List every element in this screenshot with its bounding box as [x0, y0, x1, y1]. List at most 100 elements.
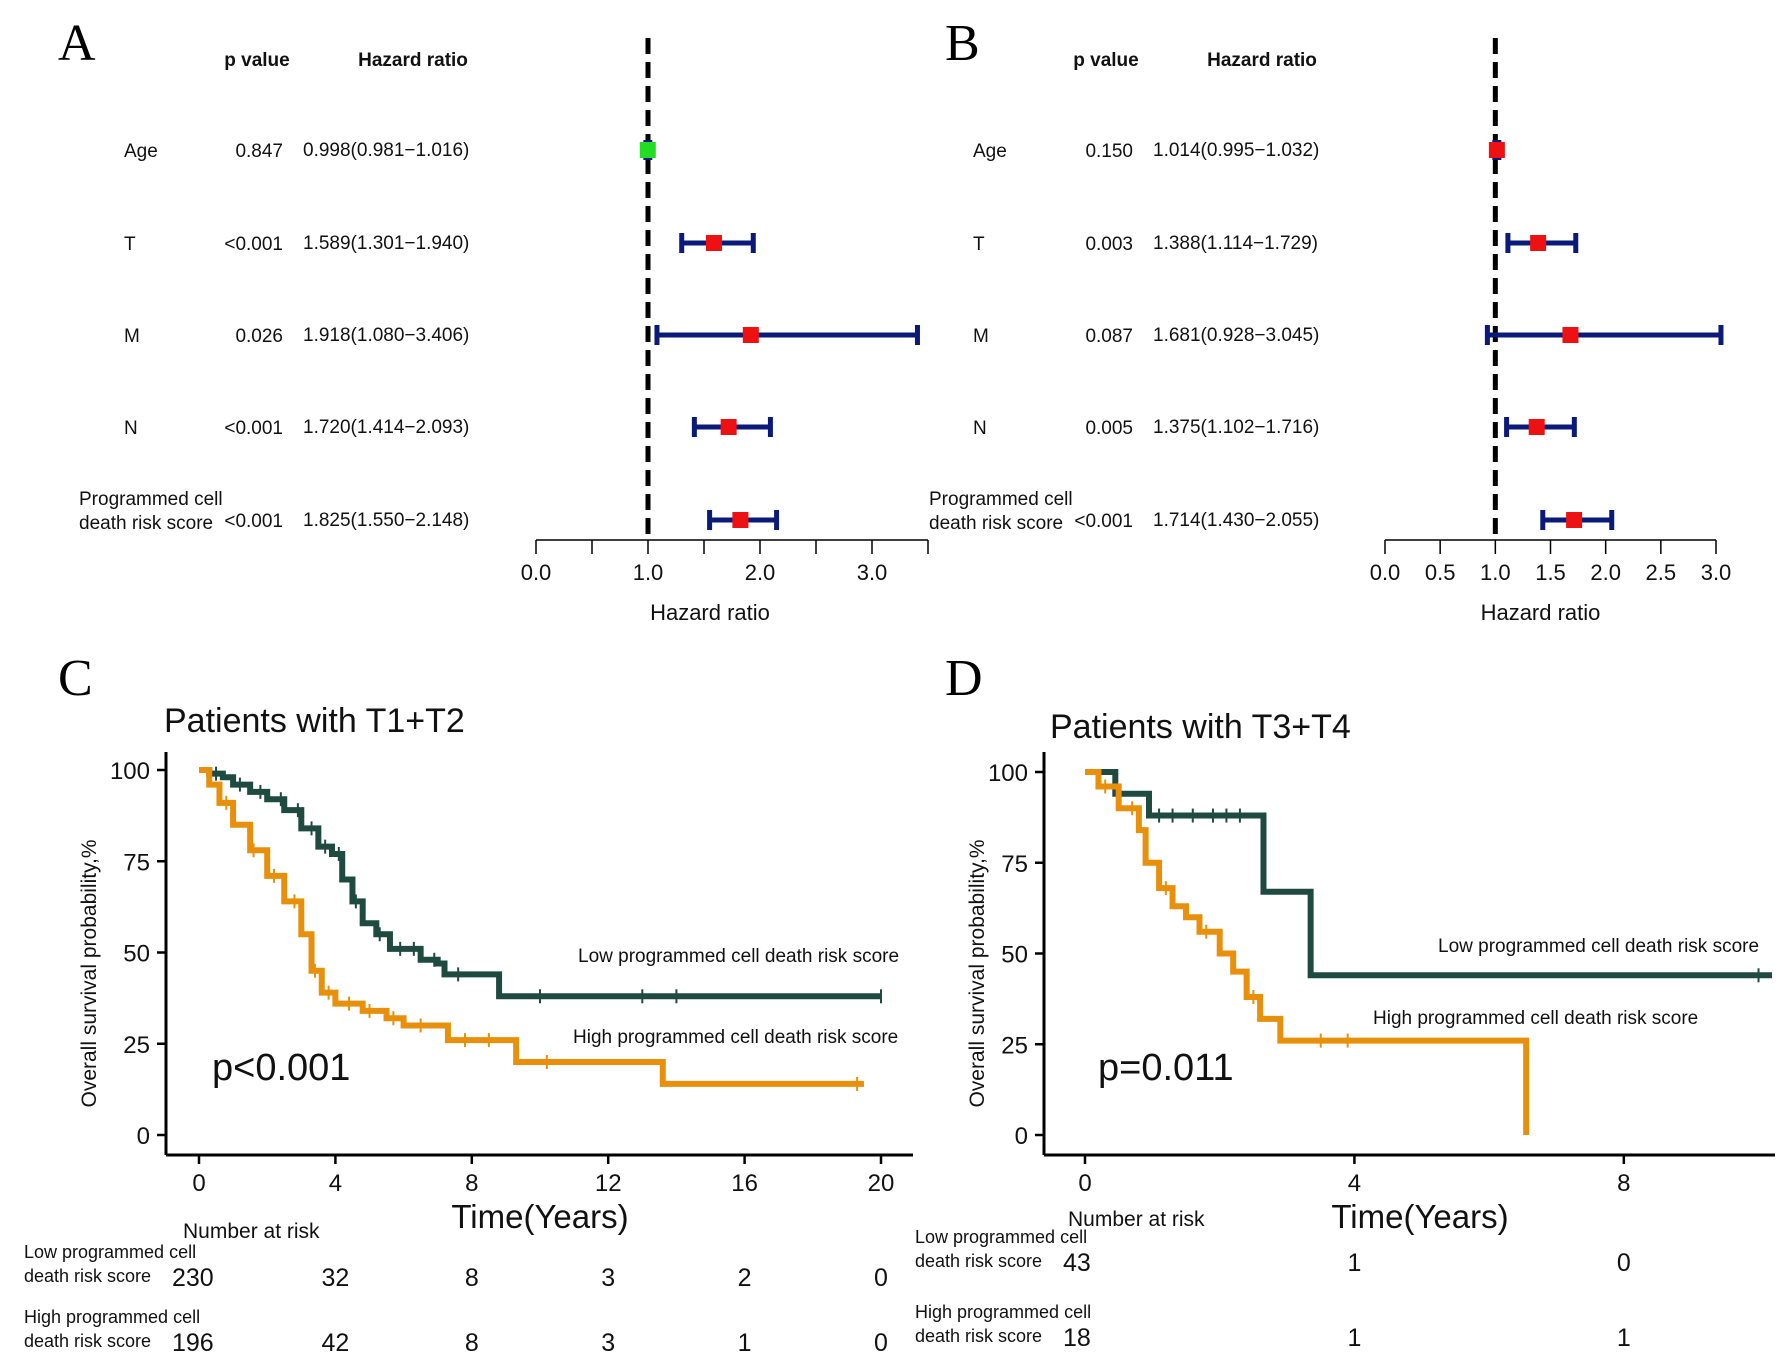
y-axis-label: Overall survival probability,% [78, 839, 101, 1107]
legend-low-risk: Low programmed cell death risk score [578, 946, 899, 967]
plot-title: Patients with T3+T4 [1050, 708, 1351, 746]
x-tick-label: 0 [192, 1170, 205, 1197]
survival-curve [1085, 769, 1530, 1135]
hr-point [705, 235, 722, 251]
forest-plot-a: p value Hazard ratio Age 0.847 0.998(0.981−1… [79, 38, 929, 625]
risk-count: 230 [172, 1264, 214, 1292]
row-label: death risk score [929, 513, 1063, 534]
x-tick-label: 4 [1348, 1170, 1361, 1197]
risk-group-label: death risk score [24, 1331, 151, 1351]
risk-group-label: Low programmed cell [24, 1242, 196, 1262]
x-tick-label: 8 [465, 1170, 478, 1197]
hr-point [1562, 327, 1579, 343]
y-tick-label: 0 [137, 1123, 150, 1150]
x-tick-label: 4 [329, 1170, 342, 1197]
risk-table-heading: Number at risk [1068, 1208, 1205, 1231]
row-label: Programmed cell [929, 489, 1073, 510]
risk-count: 2 [738, 1264, 752, 1292]
risk-count: 0 [1617, 1249, 1631, 1277]
x-axis-label: Time(Years) [1331, 1198, 1508, 1235]
row-hazard-ratio: 1.589(1.301−1.940) [303, 233, 469, 254]
risk-group-label: death risk score [915, 1326, 1042, 1346]
x-tick-label: 2.0 [745, 560, 776, 585]
row-hazard-ratio: 1.681(0.928−3.045) [1153, 325, 1319, 346]
risk-count: 1 [1617, 1324, 1631, 1352]
row-p-value: <0.001 [1074, 511, 1133, 532]
risk-count: 8 [465, 1329, 479, 1357]
row-hazard-ratio: 1.714(1.430−2.055) [1153, 510, 1319, 531]
panel-letter-a: A [58, 15, 96, 72]
row-label: M [124, 326, 140, 347]
legend-low-risk: Low programmed cell death risk score [1438, 936, 1759, 957]
risk-count: 0 [874, 1264, 888, 1292]
row-label: N [124, 418, 138, 439]
x-tick-label: 2.0 [1590, 560, 1621, 585]
row-p-value: 0.026 [235, 326, 283, 347]
y-tick-label: 75 [1001, 851, 1028, 878]
survival-curve [1085, 769, 1772, 979]
y-tick-label: 25 [123, 1032, 150, 1059]
row-hazard-ratio: 0.998(0.981−1.016) [303, 140, 469, 161]
risk-count: 0 [874, 1329, 888, 1357]
header-hazard-ratio: Hazard ratio [358, 50, 468, 71]
survival-curve [199, 767, 864, 1087]
x-tick-label: 12 [595, 1170, 622, 1197]
y-tick-label: 50 [123, 941, 150, 968]
row-label: Programmed cell [79, 489, 223, 510]
risk-group-label: Low programmed cell [915, 1227, 1087, 1247]
risk-count: 8 [465, 1264, 479, 1292]
risk-count: 1 [1347, 1249, 1361, 1277]
row-p-value: 0.847 [235, 141, 283, 162]
x-tick-label: 3.0 [1701, 560, 1732, 585]
risk-count: 1 [1347, 1324, 1361, 1352]
x-tick-label: 1.0 [1480, 560, 1511, 585]
hr-point [1566, 512, 1583, 528]
x-tick-label: 16 [731, 1170, 758, 1197]
risk-group-label: death risk score [915, 1251, 1042, 1271]
x-axis-label: Time(Years) [451, 1198, 628, 1235]
forest-plot-b: p value Hazard ratio Age 0.150 1.014(0.995−1… [929, 38, 1731, 625]
x-tick-label: 0.5 [1425, 560, 1456, 585]
km-plot-d: Patients with T3+T4 0 25 50 75 100 0 4 8 Overall … [915, 708, 1775, 1352]
header-p-value: p value [1073, 50, 1138, 71]
row-p-value: <0.001 [224, 234, 283, 255]
risk-count: 18 [1063, 1324, 1091, 1352]
row-label: Age [973, 141, 1007, 162]
row-label: M [973, 326, 989, 347]
risk-count: 32 [321, 1264, 349, 1292]
y-axis-label: Overall survival probability,% [966, 839, 989, 1107]
risk-count: 1 [738, 1329, 752, 1357]
y-tick-label: 75 [123, 849, 150, 876]
row-p-value: 0.003 [1085, 234, 1133, 255]
panel-letter-b: B [945, 15, 980, 72]
plot-title: Patients with T1+T2 [164, 702, 465, 740]
x-tick-label: 0.0 [521, 560, 552, 585]
row-hazard-ratio: 1.720(1.414−2.093) [303, 417, 469, 438]
risk-table-heading: Number at risk [183, 1220, 320, 1243]
hr-point [720, 419, 737, 435]
panel-letter-d: D [945, 650, 983, 707]
x-tick-label: 3.0 [857, 560, 888, 585]
row-hazard-ratio: 1.918(1.080−3.406) [303, 325, 469, 346]
y-tick-label: 0 [1015, 1123, 1028, 1150]
risk-group-label: death risk score [24, 1266, 151, 1286]
y-tick-label: 50 [1001, 942, 1028, 969]
legend-high-risk: High programmed cell death risk score [1373, 1008, 1698, 1029]
row-label: death risk score [79, 513, 213, 534]
x-tick-label: 0.0 [1370, 560, 1401, 585]
hr-point [639, 142, 656, 158]
y-tick-label: 100 [110, 758, 150, 785]
x-tick-label: 8 [1617, 1170, 1630, 1197]
x-tick-label: 2.5 [1646, 560, 1677, 585]
hr-point [1488, 142, 1505, 158]
x-axis-label: Hazard ratio [1481, 600, 1601, 625]
risk-count: 3 [601, 1264, 615, 1292]
x-tick-label: 1.5 [1535, 560, 1566, 585]
y-tick-label: 100 [988, 760, 1028, 787]
row-label: T [973, 234, 985, 255]
row-p-value: <0.001 [224, 511, 283, 532]
header-hazard-ratio: Hazard ratio [1207, 50, 1317, 71]
header-p-value: p value [224, 50, 289, 71]
risk-count: 42 [321, 1329, 349, 1357]
x-tick-label: 1.0 [633, 560, 664, 585]
